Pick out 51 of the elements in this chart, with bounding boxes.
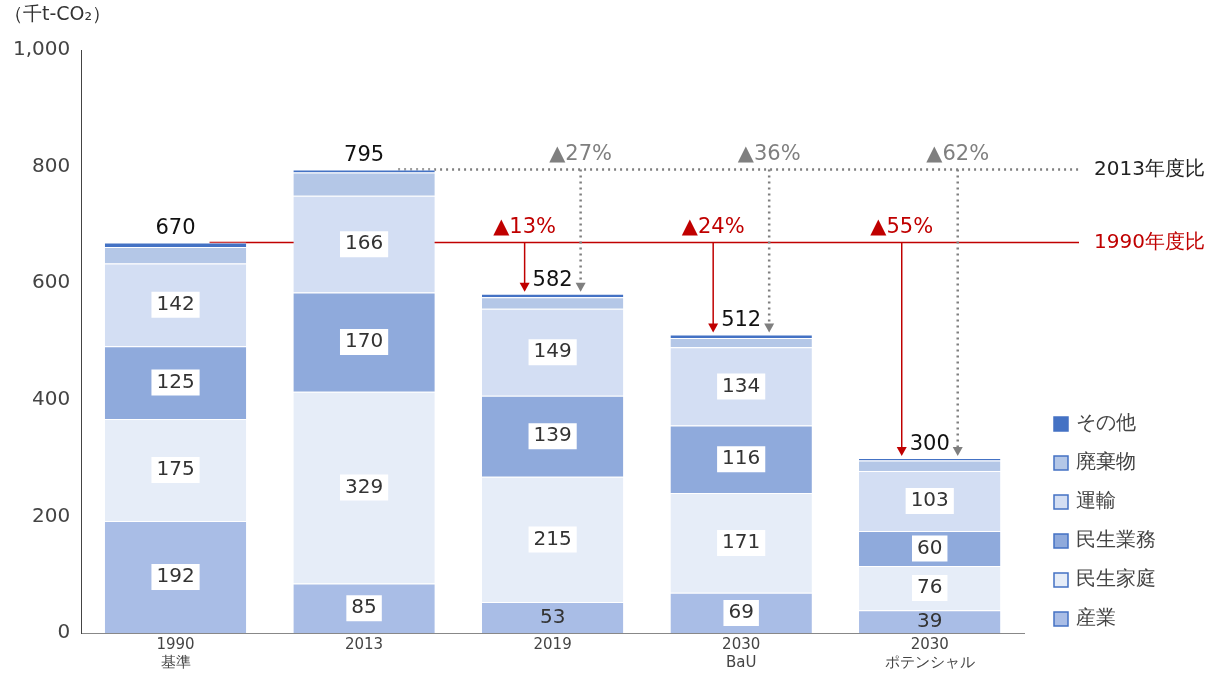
total-label: 300 (909, 431, 950, 456)
data-label: 85 (351, 594, 377, 619)
annotation: ▲13% (493, 214, 557, 239)
annotation: ▲55% (870, 214, 934, 239)
annotation: ▲62% (926, 141, 990, 166)
data-label: 215 (533, 525, 572, 550)
data-label: 53 (539, 603, 566, 628)
data-label: 60 (917, 534, 943, 559)
data-label: 149 (533, 338, 572, 363)
data-label: 192 (156, 563, 195, 588)
legend-label: 廃棄物 (1076, 449, 1136, 474)
y-tick-label: 1,000 (12, 36, 71, 61)
data-label: 329 (344, 473, 384, 498)
total-label: 670 (155, 215, 196, 240)
annotation: ▲27% (549, 141, 613, 166)
legend-label: 運輸 (1076, 488, 1116, 513)
y-axis-title: （千t-CO₂） (4, 2, 112, 25)
ref-line-label: 2013年度比 (1094, 155, 1205, 180)
y-tick-label: 800 (32, 152, 71, 177)
data-label: 125 (156, 368, 195, 393)
x-tick-label: 1990 基準 (156, 634, 195, 671)
total-label: 795 (344, 142, 385, 167)
y-tick-label: 400 (32, 386, 71, 410)
y-tick-label: 600 (32, 269, 71, 294)
data-label: 170 (344, 328, 384, 353)
data-label: 171 (722, 529, 761, 554)
y-tick-label: 200 (32, 502, 71, 527)
data-label: 142 (156, 290, 195, 315)
data-label: 134 (722, 372, 761, 397)
data-label: 76 (917, 574, 943, 599)
data-label: 175 (156, 456, 195, 481)
data-label: 139 (533, 422, 572, 447)
legend-label: 民生業務 (1076, 527, 1156, 552)
y-tick-label: 0 (57, 619, 71, 644)
data-label: 103 (910, 487, 949, 512)
data-label: 69 (728, 599, 754, 624)
legend-label: その他 (1076, 410, 1136, 435)
data-label: 166 (344, 230, 384, 255)
legend-label: 民生家庭 (1076, 566, 1156, 591)
annotation: ▲24% (681, 214, 745, 239)
data-label: 39 (917, 607, 943, 632)
ref-line-label: 1990年度比 (1094, 228, 1205, 253)
total-label: 512 (721, 307, 762, 332)
data-label: 116 (722, 445, 761, 470)
x-tick-label: 2030 ポテンシャル (884, 634, 975, 671)
x-tick-label: 2019 (533, 634, 572, 653)
total-label: 582 (532, 266, 573, 291)
legend-label: 産業 (1076, 605, 1116, 630)
annotation: ▲36% (737, 141, 801, 166)
x-tick-label: 2030 BaU (722, 634, 761, 671)
x-tick-label: 2013 (344, 634, 384, 653)
